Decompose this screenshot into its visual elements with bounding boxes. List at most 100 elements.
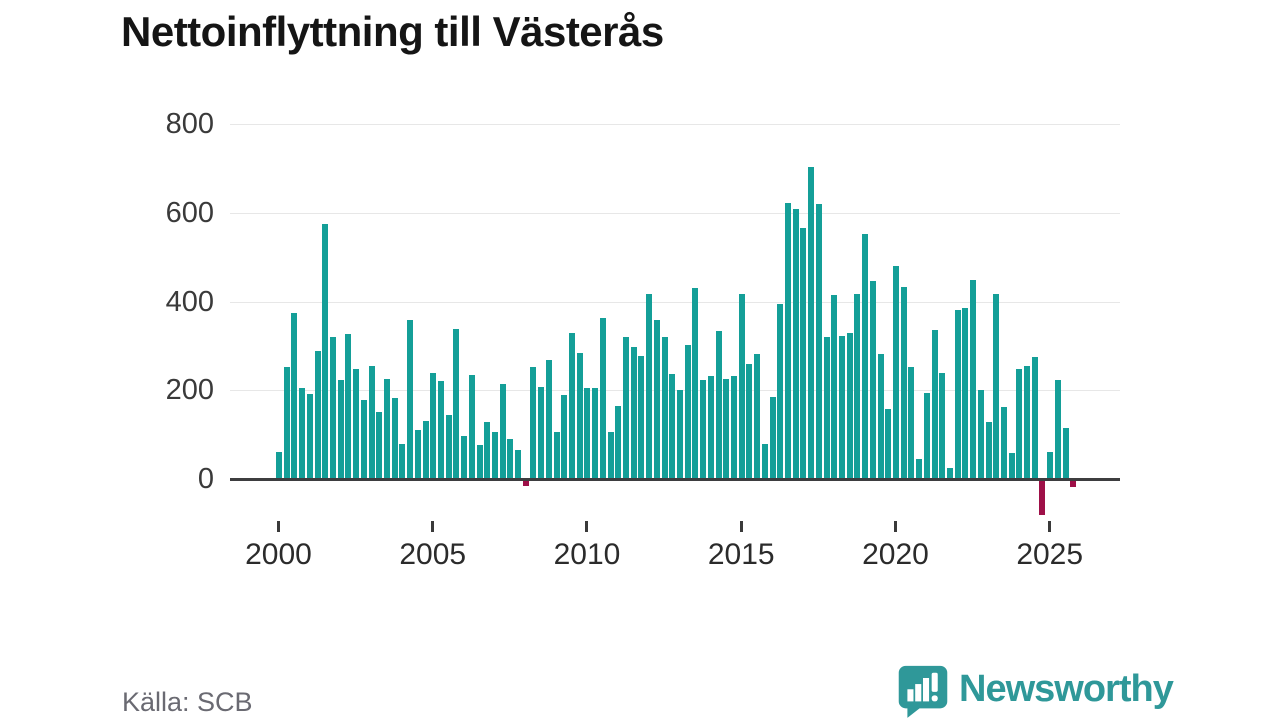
bar-q10: [353, 368, 360, 479]
bar-q38: [569, 332, 576, 479]
y-axis-label-400: 400: [165, 285, 214, 318]
bar-q42: [599, 318, 606, 479]
bar-q46: [630, 346, 637, 479]
bar-q97: [1024, 366, 1031, 479]
bar-q20: [430, 372, 437, 479]
bar-q52: [677, 389, 684, 479]
bar-q0: [276, 452, 282, 479]
bar-q35: [545, 359, 552, 479]
bar-q64: [769, 397, 776, 479]
bar-q57: [715, 330, 722, 479]
logo-wordmark: Newsworthy: [959, 668, 1174, 710]
bar-q23: [453, 328, 460, 479]
bar-q88: [954, 309, 961, 479]
bar-q7: [329, 336, 336, 479]
bar-q6: [322, 223, 329, 479]
bar-q40: [584, 388, 591, 479]
bar-q12: [368, 366, 375, 479]
bar-q83: [916, 459, 923, 479]
bar-q8: [337, 380, 344, 479]
bar-q86: [939, 373, 946, 479]
bar-q63: [761, 443, 768, 479]
bar-q94: [1000, 407, 1007, 479]
x-tick-2020: [893, 521, 897, 532]
bar-q65: [777, 304, 784, 479]
bar-q96: [1016, 368, 1023, 479]
bar-q101: [1054, 379, 1061, 479]
bar-q87: [946, 467, 953, 479]
bar-q90: [970, 280, 977, 479]
bar-q56: [707, 376, 714, 479]
bar-q78: [877, 353, 884, 479]
gridline-800: [230, 124, 1120, 125]
bar-q29: [499, 384, 506, 479]
bar-q39: [576, 352, 583, 479]
x-axis-label-2015: 2015: [707, 538, 775, 571]
y-axis-label-800: 800: [165, 108, 214, 140]
bar-q47: [638, 356, 645, 479]
bar-q19: [422, 421, 429, 479]
bar-q9: [345, 333, 352, 479]
bar-q99: [1039, 480, 1046, 515]
bar-q98: [1031, 357, 1038, 479]
bar-chart-speech-bubble-icon: [898, 665, 948, 718]
bar-q24: [461, 435, 468, 479]
bar-q1: [283, 366, 290, 479]
bar-q25: [468, 374, 475, 479]
bar-q68: [800, 227, 807, 479]
bar-q15: [391, 397, 398, 479]
bar-q89: [962, 308, 969, 479]
y-axis-label-0: 0: [197, 463, 214, 495]
chart-title: Nettoinflyttning till Västerås: [121, 8, 664, 55]
bar-q92: [985, 421, 992, 479]
bar-q59: [731, 375, 737, 479]
bar-q70: [815, 203, 822, 479]
bar-q58: [723, 379, 730, 479]
bar-q67: [792, 209, 799, 479]
bar-q36: [553, 431, 560, 479]
x-axis-label-2005: 2005: [399, 538, 467, 571]
bar-q82: [908, 367, 915, 479]
bar-q49: [653, 320, 660, 479]
bar-q32: [522, 480, 529, 486]
x-axis-label-2000: 2000: [245, 538, 312, 571]
x-tick-2005: [431, 521, 435, 532]
x-tick-2025: [1048, 521, 1052, 532]
bar-q17: [407, 320, 414, 479]
bar-q85: [931, 329, 938, 479]
bar-q11: [360, 400, 367, 479]
bar-q79: [885, 408, 892, 479]
newsworthy-logo: Newsworthy: [897, 664, 1174, 718]
plot-area: 0 200 400 600 800 2000 2005 2010 2015 2020 2025: [166, 108, 1120, 571]
bar-q34: [538, 387, 545, 479]
bar-q33: [530, 367, 537, 479]
bar-q91: [977, 389, 984, 479]
bar-q100: [1047, 452, 1054, 479]
bar-q43: [607, 432, 614, 479]
bar-q73: [838, 335, 845, 479]
bar-q13: [376, 411, 383, 479]
bar-q81: [900, 286, 907, 479]
bar-q62: [754, 353, 761, 479]
x-axis-label-2020: 2020: [862, 538, 929, 571]
bar-q37: [561, 394, 568, 479]
bar-q16: [399, 443, 406, 479]
bar-q61: [746, 364, 753, 479]
bar-q5: [314, 350, 321, 479]
bar-q50: [661, 337, 668, 479]
y-axis-label-200: 200: [165, 374, 214, 407]
bar-q45: [623, 337, 630, 479]
bar-q55: [700, 380, 707, 479]
bar-q71: [823, 336, 830, 479]
bar-q69: [808, 166, 815, 479]
bar-q60: [738, 293, 745, 479]
bar-q76: [862, 234, 869, 479]
bar-q51: [669, 373, 676, 479]
bar-q93: [993, 293, 1000, 479]
bar-q26: [476, 444, 483, 479]
bar-q18: [414, 430, 421, 479]
x-tick-2015: [739, 521, 743, 532]
gridline-400: [230, 301, 1120, 303]
gridline-600: [230, 212, 1120, 214]
